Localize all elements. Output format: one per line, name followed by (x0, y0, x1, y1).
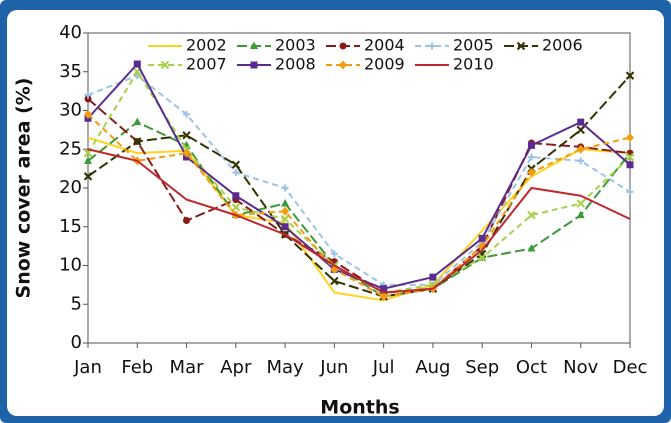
point (478, 234, 486, 242)
legend-label: 2009 (364, 55, 405, 74)
point (183, 110, 191, 118)
point (232, 192, 240, 200)
point (477, 253, 487, 262)
point (625, 152, 635, 162)
legend-marker (339, 42, 347, 50)
point (527, 210, 536, 220)
point (182, 131, 191, 140)
point (626, 133, 634, 143)
legend-label: 2003 (275, 36, 316, 55)
point (577, 118, 585, 126)
point (231, 160, 241, 169)
panel (7, 10, 664, 416)
point (626, 161, 634, 169)
point (527, 141, 535, 149)
legend-label: 2008 (275, 55, 316, 74)
x-tick-label: Jul (372, 357, 395, 378)
legend-label: 2007 (186, 55, 227, 74)
x-tick-label: Aug (415, 357, 450, 378)
point (84, 95, 92, 103)
point (527, 153, 535, 161)
point (84, 91, 92, 99)
point (133, 117, 142, 126)
x-tick-label: May (266, 357, 304, 378)
point (330, 250, 338, 258)
point (379, 292, 388, 301)
legend-marker (428, 42, 436, 50)
point (84, 109, 92, 119)
x-tick-label: Oct (516, 357, 547, 378)
series-line (87, 74, 631, 286)
point (281, 199, 290, 207)
point (182, 148, 191, 158)
series-line (87, 62, 631, 290)
point (576, 125, 585, 135)
x-tick-label: Dec (613, 357, 648, 378)
x-tick-label: Jun (319, 357, 348, 378)
x-tick-label: Jan (73, 357, 102, 378)
point (281, 184, 289, 192)
y-tick-label: 30 (59, 100, 82, 121)
legend-label: 2006 (542, 36, 583, 55)
x-tick-label: Apr (220, 357, 252, 378)
point (232, 169, 240, 176)
legend-marker (250, 41, 258, 49)
legend-label: 2002 (186, 36, 227, 55)
legend-label: 2010 (453, 55, 494, 74)
y-tick-label: 20 (59, 177, 82, 198)
point (625, 71, 635, 80)
legend-label: 2005 (453, 36, 494, 55)
point (527, 168, 536, 177)
series-line (87, 113, 631, 298)
point (576, 144, 585, 154)
point (576, 210, 585, 219)
legend-marker (339, 60, 347, 70)
point (380, 285, 388, 293)
x-tick-label: Nov (563, 357, 598, 378)
series-line (87, 148, 631, 294)
y-tick-label: 5 (71, 293, 82, 314)
legend-marker (160, 60, 170, 70)
point (429, 273, 437, 281)
point (280, 214, 290, 224)
point (183, 217, 191, 225)
point (133, 137, 142, 146)
x-tick-label: Mar (170, 357, 205, 378)
point (527, 243, 536, 252)
y-tick-label: 10 (59, 255, 82, 276)
point (133, 60, 141, 68)
series-line (87, 69, 631, 294)
series-line (87, 136, 631, 302)
point (330, 276, 339, 286)
x-tick-label: Sep (465, 357, 499, 378)
point (281, 223, 289, 231)
y-tick-label: 0 (71, 332, 82, 353)
point (576, 199, 585, 208)
point (231, 203, 241, 212)
point (281, 206, 290, 216)
point (626, 188, 634, 196)
y-tick-label: 25 (59, 138, 82, 159)
series-line (87, 98, 631, 294)
y-tick-label: 35 (59, 61, 82, 82)
point (84, 156, 92, 164)
legend-marker (516, 41, 526, 51)
legend-marker (250, 61, 258, 69)
x-axis-label: Months (320, 397, 399, 419)
legend-label: 2004 (364, 36, 405, 55)
x-tick-label: Feb (121, 357, 153, 378)
point (83, 172, 93, 181)
y-tick-label: 15 (59, 216, 82, 237)
y-axis-label: Snow cover area (%) (13, 78, 35, 299)
y-tick-label: 40 (59, 22, 82, 43)
point (577, 157, 585, 165)
